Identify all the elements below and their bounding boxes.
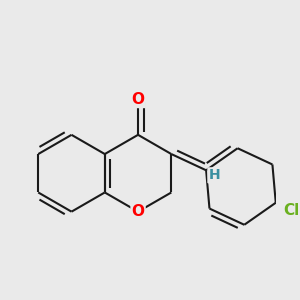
Text: O: O (132, 204, 145, 219)
Text: O: O (132, 92, 145, 107)
Text: H: H (208, 168, 220, 182)
Text: Cl: Cl (283, 202, 300, 217)
